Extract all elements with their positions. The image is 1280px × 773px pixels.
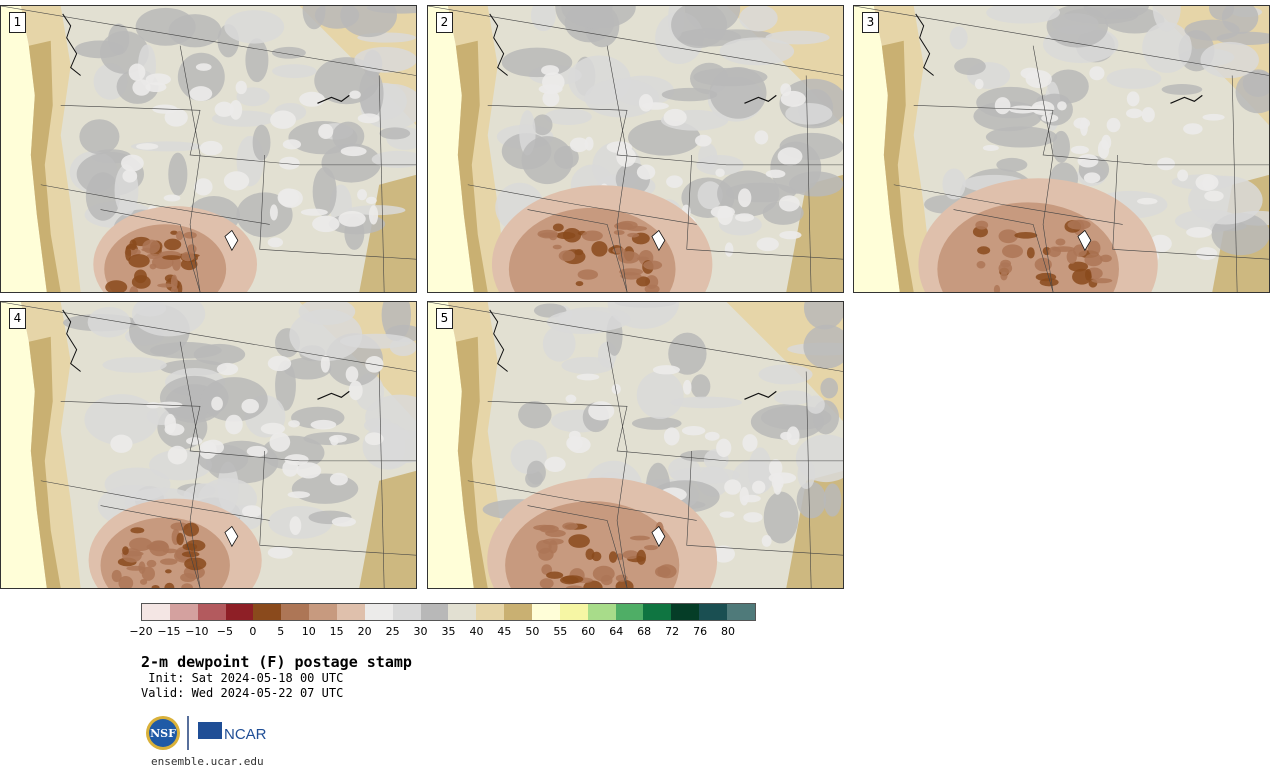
website-url: ensemble.ucar.edu [151,755,264,768]
colorbar-bin [448,604,477,620]
colorbar-bin [253,604,282,620]
colorbar-bin [142,604,170,620]
colorbar-tick-label: 10 [301,625,316,638]
member-label: 4 [9,308,26,329]
colorbar-bin [699,604,728,620]
figure-title: 2-m dewpoint (F) postage stamp [141,653,412,671]
colorbar-tick-label: 50 [525,625,540,638]
dewpoint-map [1,302,416,588]
colorbar-bin [476,604,505,620]
colorbar-tick-label: 30 [413,625,428,638]
colorbar-bin [309,604,338,620]
postage-stamp-map-1: 1 [0,5,417,293]
colorbar-tick-label: −15 [157,625,181,638]
dewpoint-map [428,302,843,588]
colorbar-bin [532,604,560,620]
dewpoint-map [854,6,1269,292]
colorbar-tick-label: 68 [637,625,652,638]
colorbar-bin [337,604,365,620]
colorbar-bin [364,604,393,620]
colorbar-tick-label: 80 [721,625,736,638]
colorbar-bin [643,604,672,620]
colorbar-tick-label: 45 [497,625,512,638]
postage-stamp-map-2: 2 [427,5,844,293]
svg-text:NSF: NSF [150,727,176,740]
colorbar-tick-label: 25 [385,625,400,638]
postage-stamp-map-5: 5 [427,301,844,589]
colorbar-tick-label: 64 [609,625,624,638]
init-time: Init: Sat 2024-05-18 00 UTC [141,671,344,685]
colorbar-tick-label: 40 [469,625,484,638]
colorbar-bin [392,604,421,620]
colorbar-bin [169,604,198,620]
colorbar-bin [587,604,616,620]
colorbar-tick-label: 20 [357,625,372,638]
member-label: 3 [862,12,879,33]
dewpoint-map [1,6,416,292]
member-label: 1 [9,12,26,33]
colorbar-bin [615,604,644,620]
svg-text:NCAR: NCAR [224,726,267,743]
ncar-logo: NCAR [198,722,267,743]
colorbar-tick-label: 72 [665,625,680,638]
colorbar-tick-label: −20 [129,625,153,638]
sponsor-logos: NSF NCAR [146,716,267,750]
colorbar-bin [559,604,588,620]
colorbar-tick-label: −5 [216,625,233,638]
colorbar-bin [727,604,755,620]
colorbar-tick-label: −10 [185,625,209,638]
colorbar-ticks: −20 −15 −10 −5 0 5 10 15 20 25 30 35 40 45 50 55 60 64 68 7… [129,625,841,639]
dewpoint-map [428,6,843,292]
colorbar-bin [420,604,449,620]
colorbar-bin [225,604,254,620]
colorbar-bin [504,604,533,620]
nsf-logo: NSF [146,716,180,750]
colorbar-tick-label: 55 [553,625,568,638]
colorbar-tick-label: 5 [277,625,285,638]
colorbar-bin [671,604,700,620]
valid-time: Valid: Wed 2024-05-22 07 UTC [141,686,344,700]
member-label: 5 [436,308,453,329]
colorbar-tick-label: 76 [693,625,708,638]
colorbar-bin [281,604,310,620]
colorbar-tick-label: 15 [329,625,344,638]
postage-stamp-map-4: 4 [0,301,417,589]
colorbar-tick-label: 60 [581,625,596,638]
colorbar-tick-label: 0 [249,625,257,638]
member-label: 2 [436,12,453,33]
postage-stamp-map-3: 3 [853,5,1270,293]
colorbar [141,603,756,621]
colorbar-tick-label: 35 [441,625,456,638]
colorbar-bin [197,604,226,620]
